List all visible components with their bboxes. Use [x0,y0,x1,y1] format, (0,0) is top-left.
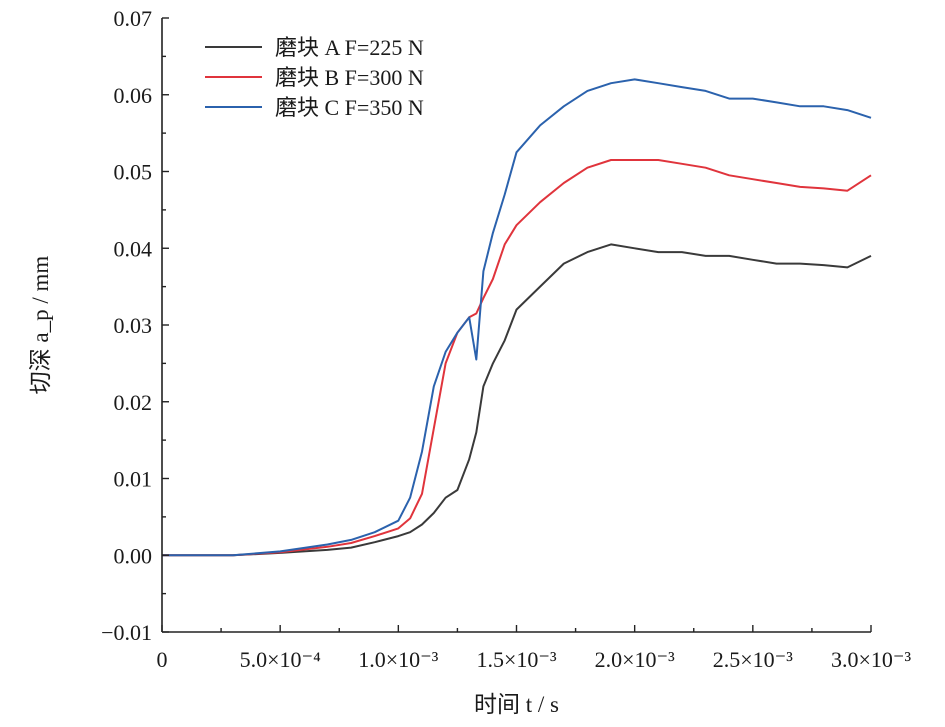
y-tick-label: 0.07 [114,6,153,31]
x-tick-label: 1.5×10⁻³ [476,647,557,672]
x-axis-title: 时间 t / s [474,692,559,717]
axes-group [161,18,871,633]
legend-label: 磨块 A F=225 N [275,35,424,60]
x-tick-label: 0 [157,647,168,672]
y-tick-label: 0.04 [114,236,153,261]
y-tick-label: 0.02 [114,390,153,415]
y-tick-label: 0.06 [114,83,153,108]
y-axis-title: 切深 a_p / mm [28,256,53,395]
y-tick-label: 0.00 [114,543,153,568]
legend-label: 磨块 C F=350 N [275,95,424,120]
x-tick-label: 5.0×10⁻⁴ [240,647,322,672]
y-axis-ticks: −0.01 0.00 0.01 0.02 0.03 0.04 0.05 0.06 0.07 [101,6,169,645]
y-tick-label: 0.05 [114,160,153,185]
legend: 磨块 A F=225 N 磨块 B F=300 N 磨块 C F=350 N [205,35,424,120]
series-line [162,243,872,557]
x-tick-label: 2.0×10⁻³ [595,647,676,672]
series-line [162,78,872,557]
legend-label: 磨块 B F=300 N [275,65,424,90]
y-tick-label: 0.03 [114,313,153,338]
series-line [162,159,872,557]
series-group [162,78,872,557]
y-tick-label: 0.01 [114,467,153,492]
y-tick-label: −0.01 [101,620,152,645]
x-tick-label: 2.5×10⁻³ [713,647,794,672]
x-axis-ticks: 0 5.0×10⁻⁴ 1.0×10⁻³ 1.5×10⁻³ 2.0×10⁻³ 2.5×10⁻… [157,625,912,672]
x-tick-label: 3.0×10⁻³ [831,647,912,672]
x-tick-label: 1.0×10⁻³ [358,647,439,672]
